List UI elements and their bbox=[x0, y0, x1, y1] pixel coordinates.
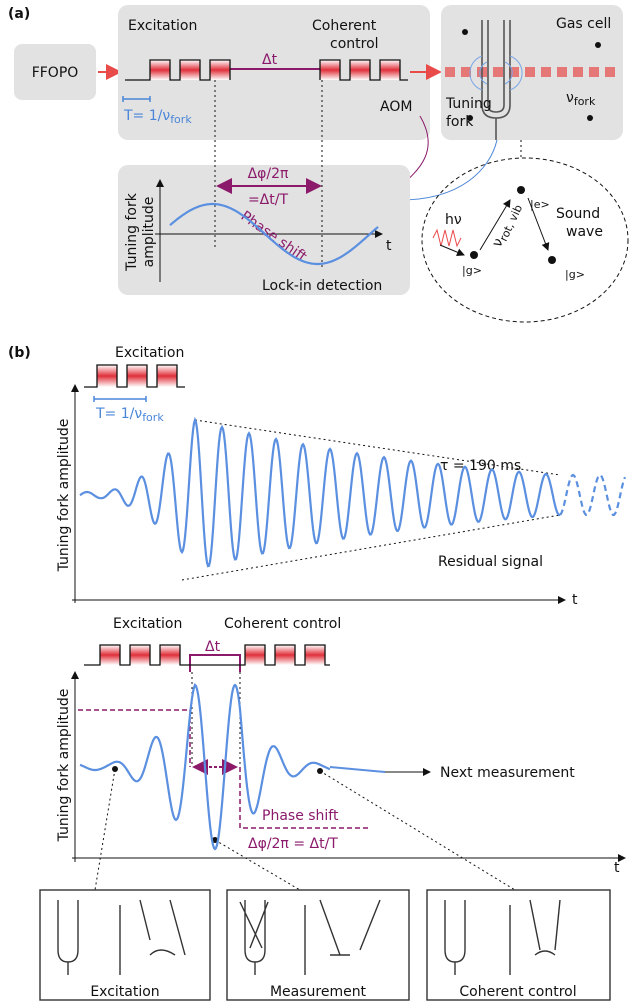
fork-freq: νfork bbox=[566, 90, 596, 108]
ringdown-wave bbox=[79, 416, 560, 568]
next-label: Next measurement bbox=[440, 765, 575, 781]
sound-arcs bbox=[469, 55, 523, 91]
guides bbox=[94, 768, 516, 891]
panel-caption: Excitation bbox=[90, 984, 159, 1000]
source-box bbox=[14, 44, 96, 100]
delay-bracket bbox=[189, 654, 241, 672]
period-label: T= 1/νfork bbox=[95, 406, 164, 424]
gas-cell-label: Gas cell bbox=[556, 16, 611, 32]
pulse bbox=[150, 60, 170, 80]
tuning-fork bbox=[481, 20, 511, 140]
pulse bbox=[100, 645, 120, 665]
panel-caption: Measurement bbox=[270, 984, 367, 1000]
phase-shift: Phase shift bbox=[262, 808, 339, 824]
transition-sub: rot, vib bbox=[497, 203, 525, 244]
excitation-label: Excitation bbox=[128, 18, 197, 34]
period-sub: fork bbox=[170, 113, 192, 126]
time-axis: t bbox=[614, 860, 620, 876]
pulse bbox=[160, 645, 180, 665]
fork-freq-sub: fork bbox=[574, 95, 596, 108]
aom-label: AOM bbox=[380, 99, 412, 115]
residual-label: Residual signal bbox=[438, 554, 543, 570]
amplitude-axis: Tuning fork amplitude bbox=[56, 689, 72, 843]
pulse bbox=[380, 60, 400, 80]
panel-label: (b) bbox=[8, 345, 31, 361]
lockin-label: Lock-in detection bbox=[262, 278, 382, 294]
source-label: FFOPO bbox=[32, 65, 79, 81]
phase-eq: =Δt/T bbox=[248, 192, 289, 208]
illustrations bbox=[39, 889, 611, 1001]
time-axis: t bbox=[572, 592, 578, 608]
period-bracket bbox=[93, 396, 147, 402]
excitation-label: Excitation bbox=[113, 616, 182, 632]
phase-eq: Δφ/2π = Δt/T bbox=[248, 836, 338, 852]
fork-label: Tuning bbox=[445, 96, 492, 112]
pulse-train bbox=[319, 59, 408, 81]
pulse bbox=[157, 365, 177, 387]
period-text: T= 1/ν bbox=[95, 406, 142, 422]
molecules bbox=[462, 29, 601, 264]
decay-label: τ = 190 ms bbox=[440, 458, 521, 474]
pulse bbox=[320, 60, 340, 80]
envelope bbox=[181, 514, 561, 581]
pulse bbox=[210, 60, 230, 80]
coherent-label: Coherent control bbox=[224, 616, 341, 632]
excited-state: |e> bbox=[530, 198, 550, 211]
envelope bbox=[194, 419, 561, 476]
coherent-label: Coherent bbox=[312, 18, 377, 34]
pulse bbox=[180, 60, 200, 80]
sound-label: wave bbox=[566, 224, 603, 240]
coherent-label: control bbox=[330, 36, 379, 52]
pulse-train bbox=[125, 59, 231, 81]
amplitude-axis: amplitude bbox=[141, 197, 157, 268]
panel-caption: Coherent control bbox=[459, 984, 576, 1000]
lockin-wave bbox=[169, 202, 379, 266]
period-label: T= 1/νfork bbox=[123, 108, 192, 126]
period-sub: fork bbox=[142, 411, 164, 424]
panel-label: (a) bbox=[8, 6, 30, 22]
pulse-train bbox=[84, 644, 330, 666]
transition-arrows bbox=[439, 197, 550, 256]
phase-guide bbox=[78, 709, 191, 767]
pulse-train bbox=[84, 364, 185, 388]
fork-wire bbox=[399, 139, 498, 201]
flat-signal bbox=[329, 766, 386, 773]
pulse bbox=[245, 645, 265, 665]
markers bbox=[112, 766, 323, 843]
inset bbox=[421, 157, 629, 323]
phase-ratio: Δφ/2π bbox=[248, 166, 289, 182]
amplitude-axis: Tuning fork amplitude bbox=[56, 419, 72, 573]
pulse bbox=[97, 365, 117, 387]
delay-label: Δt bbox=[205, 639, 221, 655]
sound-label: Sound bbox=[556, 206, 600, 222]
photon-wave bbox=[432, 228, 462, 248]
pulse bbox=[350, 60, 370, 80]
photon: hν bbox=[445, 212, 462, 228]
amplitude-axis: Tuning fork bbox=[124, 192, 140, 272]
control-wave bbox=[79, 683, 331, 851]
fork-freq-text: ν bbox=[566, 90, 574, 106]
pulse bbox=[305, 645, 325, 665]
period-text: T= 1/ν bbox=[123, 108, 170, 124]
phase-guide bbox=[239, 767, 370, 829]
time-axis: t bbox=[386, 238, 392, 254]
lockin-box bbox=[118, 165, 410, 295]
ground-state: |g> bbox=[462, 264, 482, 277]
excitation-label: Excitation bbox=[115, 345, 184, 361]
pulse bbox=[130, 645, 150, 665]
delay-label: Δt bbox=[262, 52, 278, 68]
pulse bbox=[127, 365, 147, 387]
period-bracket bbox=[122, 96, 151, 102]
ground-state: |g> bbox=[565, 268, 585, 281]
ringdown-continuation bbox=[559, 473, 627, 516]
pulse bbox=[275, 645, 295, 665]
control-box bbox=[118, 5, 430, 140]
